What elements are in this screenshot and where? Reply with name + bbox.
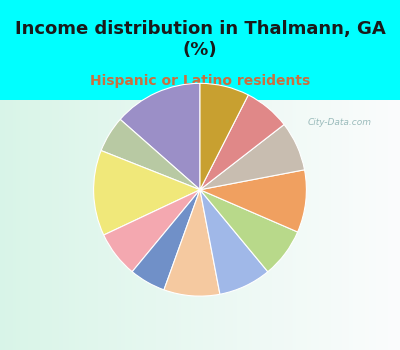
Wedge shape: [200, 95, 284, 190]
Wedge shape: [164, 190, 220, 296]
Wedge shape: [200, 170, 306, 232]
Wedge shape: [120, 83, 200, 190]
Wedge shape: [200, 83, 248, 190]
Text: Income distribution in Thalmann, GA
(%): Income distribution in Thalmann, GA (%): [15, 20, 385, 59]
Wedge shape: [101, 119, 200, 190]
Wedge shape: [200, 125, 304, 190]
Wedge shape: [104, 190, 200, 272]
Text: City-Data.com: City-Data.com: [308, 118, 372, 127]
Wedge shape: [200, 190, 268, 294]
Wedge shape: [200, 190, 298, 272]
Wedge shape: [94, 150, 200, 235]
Text: Hispanic or Latino residents: Hispanic or Latino residents: [90, 74, 310, 88]
Wedge shape: [132, 190, 200, 290]
